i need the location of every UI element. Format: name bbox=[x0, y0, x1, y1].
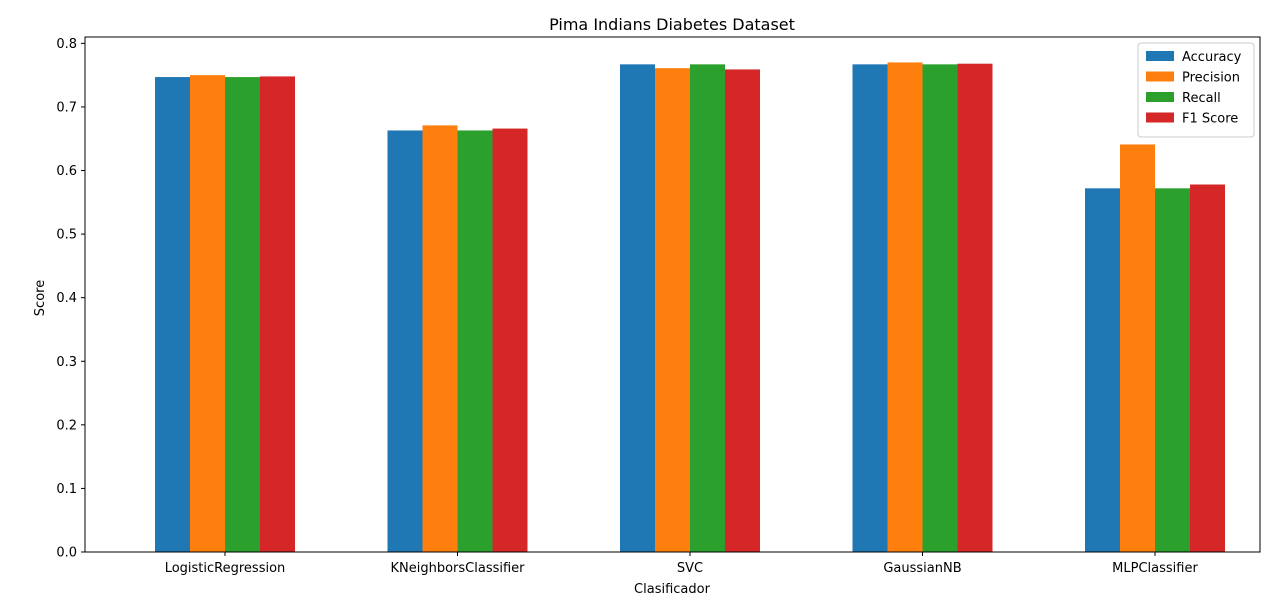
bar-precision-kneighborsclassifier bbox=[422, 125, 458, 552]
y-tick-label: 0.7 bbox=[56, 100, 77, 115]
bar-accuracy-kneighborsclassifier bbox=[387, 130, 423, 552]
y-tick-label: 0.0 bbox=[56, 546, 77, 561]
bar-f1-score-svc bbox=[725, 69, 760, 553]
y-tick-label: 0.4 bbox=[56, 291, 77, 306]
plot-area: 0.0 0.1 0.2 0.3 0.4 0.5 0.6 0.7 0.8 LogisticRegre… bbox=[56, 36, 1261, 576]
bar-recall-gaussiannb bbox=[922, 64, 958, 552]
legend-label-recall: Recall bbox=[1182, 91, 1221, 106]
x-tick-label: KNeighborsClassifier bbox=[390, 561, 525, 576]
bar-recall-mlpclassifier bbox=[1155, 188, 1190, 552]
y-tick-label: 0.6 bbox=[56, 164, 77, 179]
bar-accuracy-gaussiannb bbox=[852, 64, 888, 552]
legend-label-accuracy: Accuracy bbox=[1182, 50, 1242, 65]
y-tick-label: 0.5 bbox=[56, 228, 77, 243]
bar-f1-score-logisticregression bbox=[260, 76, 295, 553]
bar-accuracy-mlpclassifier bbox=[1085, 188, 1120, 552]
x-tick-label: LogisticRegression bbox=[165, 561, 286, 576]
y-tick-label: 0.2 bbox=[56, 418, 77, 433]
x-axis-label: Clasificador bbox=[634, 582, 711, 597]
bar-recall-logisticregression bbox=[225, 77, 260, 552]
legend-label-precision: Precision bbox=[1182, 71, 1240, 86]
bar-precision-mlpclassifier bbox=[1120, 144, 1155, 552]
legend-swatch-recall bbox=[1146, 92, 1174, 102]
bar-f1-score-mlpclassifier bbox=[1190, 184, 1225, 552]
x-tick-label: GaussianNB bbox=[883, 561, 961, 576]
x-tick-label: MLPClassifier bbox=[1112, 561, 1198, 576]
bar-f1-score-gaussiannb bbox=[957, 63, 993, 552]
axes-frame bbox=[84, 36, 1261, 553]
legend: Accuracy Precision Recall F1 Score bbox=[1137, 42, 1255, 138]
legend-swatch-f1-score bbox=[1146, 112, 1174, 123]
bar-accuracy-logisticregression bbox=[155, 77, 190, 552]
bar-precision-gaussiannb bbox=[887, 62, 923, 553]
y-tick-label: 0.8 bbox=[56, 37, 77, 52]
bar-precision-logisticregression bbox=[190, 75, 225, 553]
bar-accuracy-svc bbox=[620, 64, 655, 552]
x-tick-label: SVC bbox=[677, 561, 703, 576]
bar-precision-svc bbox=[655, 68, 690, 553]
bar-recall-kneighborsclassifier bbox=[457, 130, 493, 552]
y-axis-label: Score bbox=[33, 280, 48, 316]
y-tick-label: 0.1 bbox=[56, 482, 77, 497]
bar-recall-svc bbox=[690, 64, 725, 552]
y-tick-label: 0.3 bbox=[56, 355, 77, 370]
legend-swatch-accuracy bbox=[1146, 51, 1174, 61]
legend-label-f1-score: F1 Score bbox=[1182, 112, 1238, 127]
legend-swatch-precision bbox=[1146, 71, 1174, 82]
bar-f1-score-kneighborsclassifier bbox=[492, 128, 528, 552]
chart-title: Pima Indians Diabetes Dataset bbox=[549, 15, 795, 34]
